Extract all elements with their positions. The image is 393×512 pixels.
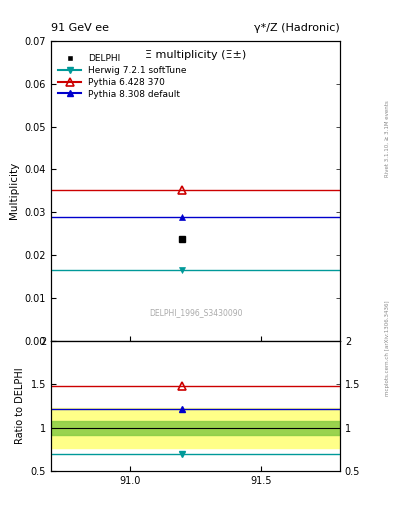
Y-axis label: Ratio to DELPHI: Ratio to DELPHI — [15, 368, 25, 444]
Bar — [51, 408, 340, 447]
Legend: DELPHI, Herwig 7.2.1 softTune, Pythia 6.428 370, Pythia 8.308 default: DELPHI, Herwig 7.2.1 softTune, Pythia 6.… — [59, 54, 187, 99]
Text: 91 GeV ee: 91 GeV ee — [51, 23, 109, 33]
Bar — [51, 421, 340, 435]
Text: mcplots.cern.ch [arXiv:1306.3436]: mcplots.cern.ch [arXiv:1306.3436] — [385, 301, 390, 396]
Text: Ξ multiplicity (Ξ±): Ξ multiplicity (Ξ±) — [145, 50, 246, 60]
Y-axis label: Multiplicity: Multiplicity — [9, 162, 19, 220]
Text: DELPHI_1996_S3430090: DELPHI_1996_S3430090 — [149, 308, 242, 317]
Text: Rivet 3.1.10, ≥ 3.1M events: Rivet 3.1.10, ≥ 3.1M events — [385, 100, 390, 177]
Text: γ*/Z (Hadronic): γ*/Z (Hadronic) — [254, 23, 340, 33]
